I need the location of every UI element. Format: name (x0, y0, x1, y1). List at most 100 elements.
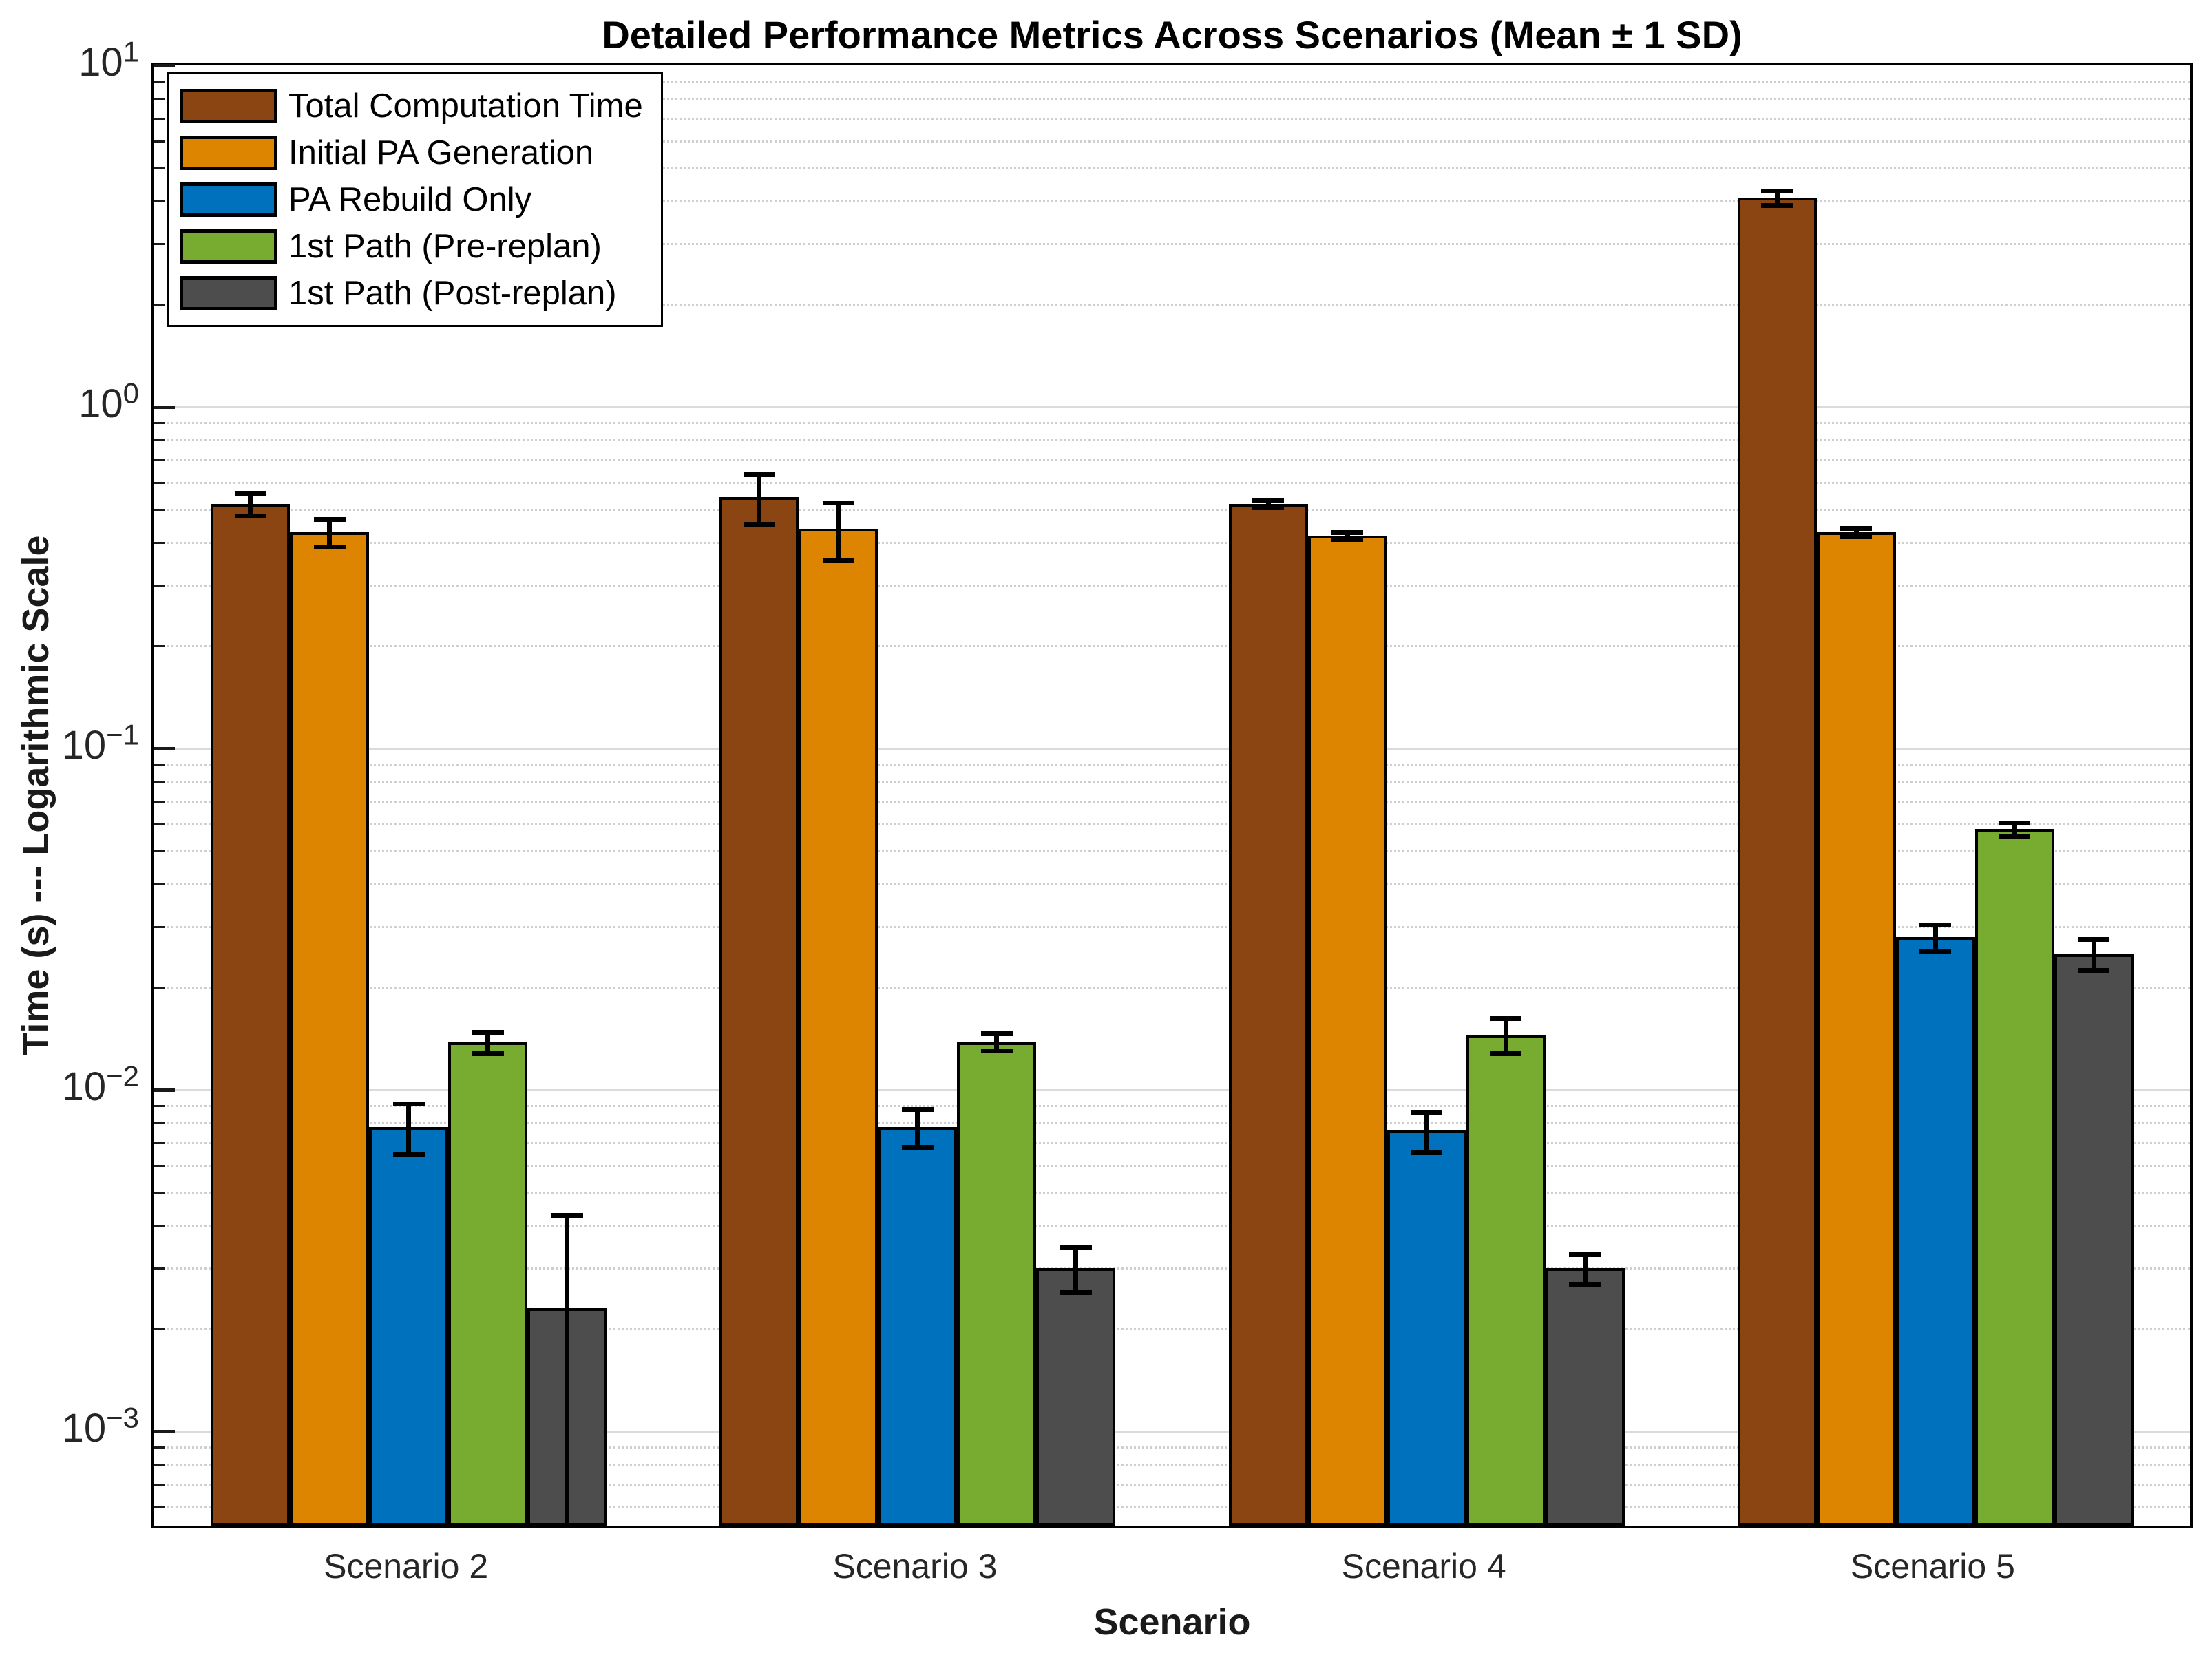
bar-1st-path-pre-replan-scenario-5 (1974, 829, 2054, 1526)
legend-item-total-computation-time: Total Computation Time (180, 83, 643, 129)
gridline-minor (154, 585, 2190, 587)
y-tick-minor (154, 542, 165, 545)
gridline-minor (154, 1104, 2190, 1107)
y-tick-minor (154, 1446, 165, 1449)
error-bar-stem (406, 1104, 412, 1154)
gridline-minor (154, 200, 2190, 203)
error-bar-cap-bottom (980, 1049, 1013, 1054)
y-tick-minor (154, 303, 165, 306)
gridline-minor (154, 140, 2190, 143)
y-tick-minor (154, 140, 165, 143)
bar-1st-path-post-replan-scenario-4 (1545, 1268, 1625, 1526)
gridline-minor (154, 883, 2190, 886)
error-bar-cap-bottom (1999, 833, 2031, 839)
error-bar-stem (757, 474, 762, 524)
y-tick-major (154, 406, 175, 409)
gridline-minor (154, 1506, 2190, 1509)
error-bar-cap-bottom (1411, 1149, 1443, 1155)
error-bar-cap-top (1840, 525, 1873, 531)
error-bar-cap-top (1252, 498, 1285, 503)
y-tick-major (154, 64, 175, 67)
error-bar-cap-bottom (1252, 505, 1285, 510)
error-bar-cap-bottom (1761, 202, 1793, 208)
error-bar-cap-top (1490, 1016, 1522, 1022)
y-tick-label: 10−2 (61, 1060, 139, 1109)
error-bar-stem (1932, 925, 1938, 951)
error-bar-cap-top (1331, 529, 1364, 535)
gridline-minor (154, 850, 2190, 853)
error-bar-cap-bottom (1840, 534, 1873, 539)
error-bar-cap-bottom (1569, 1282, 1601, 1287)
error-bar-stem (1424, 1112, 1429, 1152)
error-bar-cap-top (2078, 937, 2110, 943)
bar-1st-path-post-replan-scenario-3 (1036, 1268, 1116, 1526)
y-tick-minor (154, 1225, 165, 1228)
gridline-minor (154, 482, 2190, 485)
legend-label: Initial PA Generation (288, 134, 594, 171)
bar-pa-rebuild-only-scenario-4 (1387, 1130, 1466, 1526)
x-tick-label: Scenario 5 (1850, 1547, 2015, 1586)
gridline-major (154, 1431, 2190, 1433)
legend-swatch-1st-path-post-replan (180, 276, 277, 310)
gridline-minor (154, 1165, 2190, 1168)
error-bar-stem (1073, 1247, 1079, 1293)
gridline-minor (154, 1483, 2190, 1486)
chart-title: Detailed Performance Metrics Across Scen… (602, 13, 1742, 56)
gridline-minor (154, 80, 2190, 83)
y-tick-minor (154, 850, 165, 853)
bar-pa-rebuild-only-scenario-5 (1895, 937, 1975, 1526)
error-bar-cap-bottom (1490, 1051, 1522, 1056)
error-bar-stem (1345, 531, 1350, 540)
y-tick-minor (154, 1464, 165, 1466)
y-tick-minor (154, 883, 165, 886)
y-tick-label: 101 (78, 35, 139, 85)
error-bar-cap-bottom (822, 558, 854, 564)
error-bar-cap-top (1761, 188, 1793, 193)
bar-1st-path-pre-replan-scenario-4 (1466, 1034, 1546, 1526)
error-bar-stem (327, 518, 333, 547)
gridline-minor (154, 781, 2190, 783)
y-tick-major (154, 747, 175, 750)
error-bar-cap-bottom (1060, 1290, 1092, 1296)
error-bar-cap-top (1060, 1245, 1092, 1251)
y-tick-label: 10−1 (61, 718, 139, 768)
legend-swatch-pa-rebuild-only (180, 182, 277, 217)
error-bar-cap-bottom (1919, 948, 1952, 954)
y-tick-minor (154, 1141, 165, 1144)
bar-initial-pa-generation-scenario-4 (1307, 535, 1387, 1526)
x-tick-label: Scenario 3 (832, 1547, 998, 1586)
legend-item-pa-rebuild-only: PA Rebuild Only (180, 176, 643, 223)
gridline-minor (154, 542, 2190, 545)
bar-1st-path-post-replan-scenario-5 (2054, 954, 2134, 1526)
gridline-minor (154, 459, 2190, 461)
gridline-major (154, 748, 2190, 750)
bar-1st-path-pre-replan-scenario-2 (448, 1042, 528, 1526)
y-tick-minor (154, 781, 165, 783)
y-tick-major (154, 1430, 175, 1433)
error-bar-cap-bottom (472, 1051, 504, 1056)
bar-initial-pa-generation-scenario-2 (290, 531, 370, 1526)
error-bar-stem (565, 1214, 570, 1526)
legend-item-1st-path-pre-replan: 1st Path (Pre-replan) (180, 223, 643, 270)
gridline-minor (154, 1446, 2190, 1449)
gridline-minor (154, 167, 2190, 170)
error-bar-cap-bottom (313, 544, 346, 549)
bar-total-computation-time-scenario-5 (1737, 198, 1817, 1526)
error-bar-cap-bottom (743, 521, 775, 527)
legend-label: PA Rebuild Only (288, 181, 532, 218)
y-tick-minor (154, 117, 165, 120)
y-tick-minor (154, 243, 165, 246)
y-tick-minor (154, 167, 165, 170)
bar-total-computation-time-scenario-4 (1228, 503, 1308, 1526)
error-bar-stem (836, 502, 841, 561)
legend-swatch-initial-pa-generation (180, 136, 277, 170)
error-bar-cap-bottom (234, 514, 266, 519)
gridline-minor (154, 644, 2190, 647)
y-tick-minor (154, 1327, 165, 1330)
gridline-minor (154, 509, 2190, 512)
bar-pa-rebuild-only-scenario-2 (369, 1126, 449, 1526)
gridline-minor (154, 763, 2190, 766)
y-tick-minor (154, 763, 165, 766)
gridline-minor (154, 117, 2190, 120)
